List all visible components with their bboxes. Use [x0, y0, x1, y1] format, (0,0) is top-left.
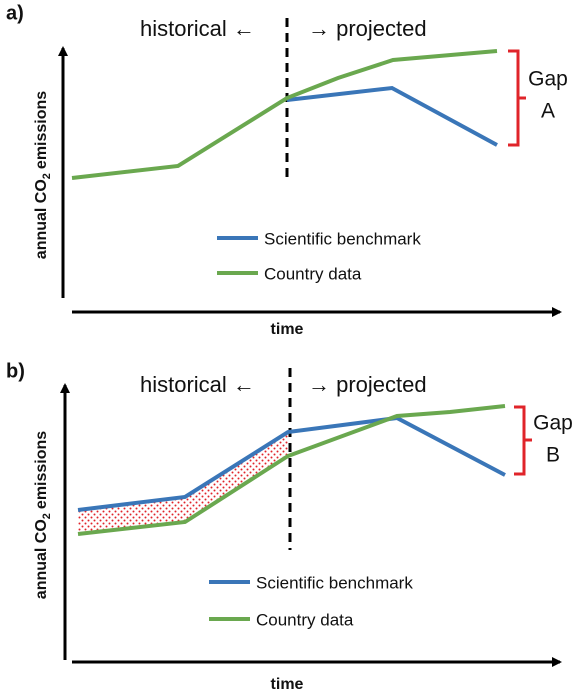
panel-b: b) historical ← → projected time annual … [6, 360, 573, 693]
panel-a: a) historical ← → projected time annual … [6, 2, 568, 338]
gap-title: Gap [528, 68, 568, 91]
y-axis-label: annual CO2emissions [33, 91, 53, 260]
benchmark-line [286, 85, 498, 147]
benchmark-line [77, 415, 506, 512]
gap-letter: A [541, 100, 555, 123]
projected-label: → projected [308, 372, 427, 397]
projected-label: → projected [308, 16, 427, 41]
country-line [77, 404, 506, 536]
legend-label: Country data [264, 264, 362, 283]
historical-label: historical ← [140, 16, 255, 41]
panel-label: a) [6, 2, 24, 24]
y-axis-label: annual CO2emissions [33, 431, 53, 600]
gap-area [78, 432, 288, 534]
country-line [71, 49, 498, 180]
panel-label: b) [6, 360, 25, 382]
legend-label: Scientific benchmark [264, 229, 421, 248]
x-axis-label: time [271, 676, 304, 693]
gap-title: Gap [533, 412, 573, 435]
historical-label: historical ← [140, 372, 255, 397]
x-axis-label: time [271, 321, 304, 338]
legend-label: Scientific benchmark [256, 573, 413, 592]
gap-bracket [508, 49, 526, 147]
gap-letter: B [546, 444, 560, 467]
gap-bracket [514, 405, 532, 476]
legend-label: Country data [256, 610, 354, 629]
